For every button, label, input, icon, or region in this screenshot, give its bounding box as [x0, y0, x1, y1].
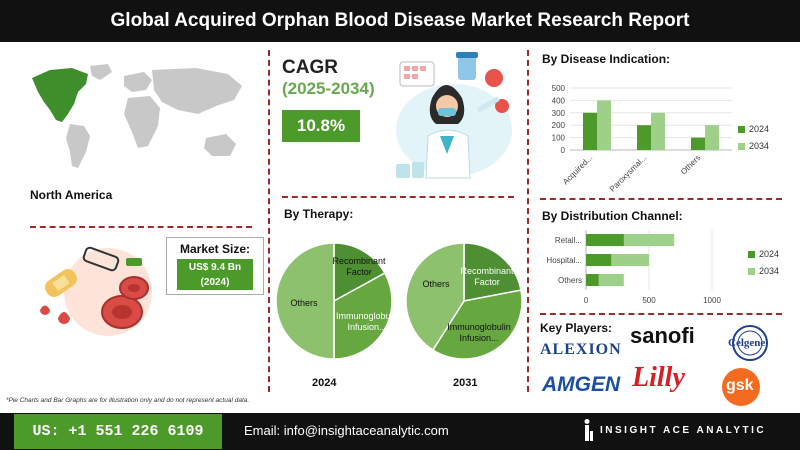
email-address: Email: info@insightaceanalytic.com: [244, 423, 449, 438]
indication-y-tick: 200: [552, 121, 566, 130]
celgene-logo: Celgene: [722, 321, 778, 365]
africa-shape: [124, 96, 160, 148]
pie-2024-year: 2024: [312, 377, 337, 389]
divider: [527, 50, 529, 392]
distribution-chart-title: By Distribution Channel:: [542, 209, 683, 223]
indication-x-tick: Acquired...: [561, 153, 594, 186]
distribution-x-tick: 500: [642, 296, 656, 305]
pie-2031-label-recombinant: Recombinant Factor: [460, 266, 514, 287]
pie-2031-slice: [431, 289, 523, 360]
pie-2031-slice: [405, 242, 465, 352]
distribution-bar-2024: [586, 254, 612, 266]
distribution-x-tick: 0: [584, 296, 589, 305]
pie-2031-year: 2031: [453, 377, 478, 389]
indication-chart-title: By Disease Indication:: [542, 52, 671, 66]
pie-2024-label-immunoglobulin: Immunoglobulin Infusion...: [336, 311, 400, 332]
therapy-section-title: By Therapy:: [284, 207, 354, 221]
market-size-amount: US$ 9.4 Bn: [188, 262, 242, 273]
australia-shape: [204, 134, 236, 156]
indication-bar-chart: 0 100 200 300 400 500 Acquired... Paroxysmal...…: [552, 84, 732, 192]
doctor-illustration: [396, 52, 512, 179]
amgen-logo: AMGEN: [542, 373, 621, 396]
indication-y-tick: 100: [552, 134, 566, 143]
indication-bar-2024: [583, 112, 597, 150]
brand-name: INSIGHT ACE ANALYTIC: [600, 425, 767, 436]
phone-number: US: +1 551 226 6109: [14, 414, 222, 449]
distribution-x-tick: 1000: [703, 296, 721, 305]
indication-x-tick: Paroxysmal...: [608, 153, 649, 192]
indication-y-tick: 400: [552, 96, 566, 105]
pie-2024-slice: [333, 272, 393, 360]
distribution-legend-2024: 2024: [748, 249, 779, 259]
europe-shape: [124, 72, 152, 92]
north-america-shape: [32, 68, 88, 122]
distribution-legend-2034-label: 2034: [759, 266, 780, 276]
indication-y-tick: 0: [561, 146, 566, 155]
distribution-bar-2024: [586, 234, 624, 246]
distribution-bar-2024: [586, 274, 599, 286]
pie-2031-slice: [463, 242, 522, 302]
greenland-shape: [90, 64, 112, 80]
region-label: North America: [30, 188, 113, 202]
indication-y-tick: 500: [552, 84, 566, 93]
therapy-pie-charts: [275, 242, 523, 360]
indication-bar-2024: [637, 125, 651, 150]
lilly-logo: Lilly: [632, 362, 685, 393]
gsk-logo: gsk: [722, 368, 760, 406]
indication-legend-2034: 2034: [738, 141, 769, 151]
market-size-card: Market Size: US$ 9.4 Bn (2024): [166, 237, 264, 295]
cagr-period: (2025-2034): [282, 79, 375, 98]
header-bar: Global Acquired Orphan Blood Disease Mar…: [0, 0, 800, 42]
brand-icon: [584, 419, 593, 441]
indication-bar-2034: [651, 112, 665, 150]
market-size-year: (2024): [200, 277, 230, 288]
divider: [30, 226, 252, 228]
asia-shape: [152, 68, 242, 114]
alexion-logo: ALEXION: [540, 341, 622, 358]
footnote: *Pie Charts and Bar Graphs are for illus…: [6, 397, 250, 404]
celgene-emblem: [732, 325, 768, 361]
distribution-legend-2034: 2034: [748, 266, 779, 276]
south-america-shape: [66, 124, 90, 168]
divider: [540, 313, 782, 315]
distribution-y-tick: Others: [558, 276, 582, 285]
indication-bar-2034: [705, 125, 719, 150]
pie-2031-label-immunoglobulin: Immunoglobulin Infusion...: [447, 322, 511, 343]
market-size-label: Market Size:: [179, 242, 251, 256]
pie-2024-slice: [275, 242, 335, 360]
indication-bar-2024: [691, 137, 705, 150]
indication-y-tick: 300: [552, 109, 566, 118]
distribution-y-tick: Retail...: [555, 236, 582, 245]
market-size-value: US$ 9.4 Bn (2024): [177, 259, 253, 290]
indication-legend-2024-label: 2024: [749, 124, 770, 134]
distribution-y-tick: Hospital...: [546, 256, 582, 265]
blood-illustration: [40, 246, 152, 336]
distribution-bar-chart: 0 500 1000 Retail... Hospital... Others: [546, 230, 721, 305]
indication-legend-2024: 2024: [738, 124, 769, 134]
pie-2024-label-recombinant: Recombinant Factor: [332, 256, 386, 277]
celgene-logo-text: Celgene: [728, 337, 766, 349]
cagr-value: 10.8%: [282, 110, 360, 142]
gsk-logo-text: gsk: [726, 377, 754, 394]
world-map: [32, 64, 242, 168]
divider: [268, 50, 270, 392]
indication-x-tick: Others: [679, 153, 702, 176]
page-title: Global Acquired Orphan Blood Disease Mar…: [110, 10, 690, 31]
sanofi-logo: sanofi: [630, 323, 695, 348]
indication-bar-2034: [597, 100, 611, 150]
divider: [540, 198, 782, 200]
distribution-legend-2024-label: 2024: [759, 249, 780, 259]
pie-2024-label-others: Others: [290, 298, 318, 308]
indication-legend-2034-label: 2034: [749, 141, 770, 151]
cagr-title: CAGR: [282, 57, 338, 78]
key-players-title: Key Players:: [540, 321, 613, 335]
pie-2024-slice: [333, 242, 386, 303]
divider: [282, 196, 514, 198]
pie-2031-label-others: Others: [422, 279, 450, 289]
